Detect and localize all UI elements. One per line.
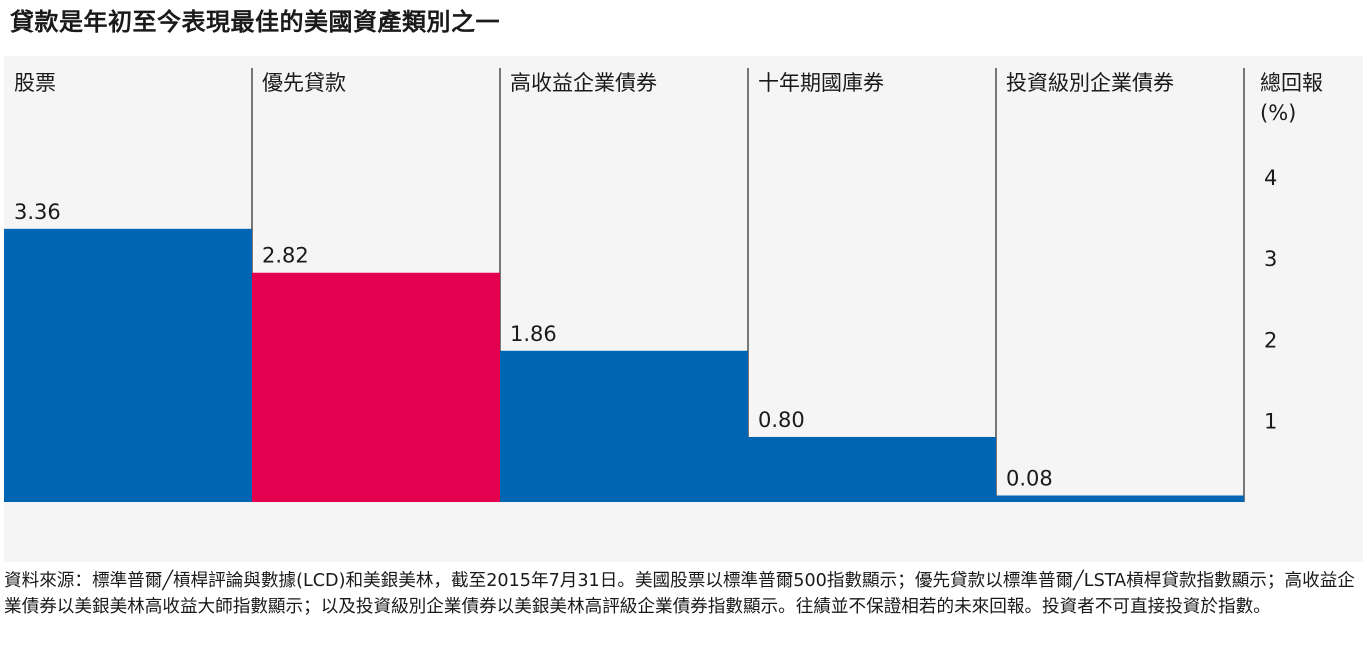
category-label: 高收益企業債券 bbox=[510, 71, 657, 95]
value-label: 2.82 bbox=[262, 244, 309, 268]
category-label: 投資級別企業債券 bbox=[1006, 71, 1174, 95]
category-label: 優先貸款 bbox=[262, 71, 346, 95]
y-tick-label: 2 bbox=[1264, 328, 1277, 352]
bar-4 bbox=[748, 436, 996, 502]
bar-3 bbox=[500, 350, 748, 502]
y-axis-title: (%) bbox=[1260, 101, 1296, 125]
y-axis-title: 總回報 bbox=[1260, 71, 1323, 95]
bar-1 bbox=[4, 228, 252, 502]
value-label: 1.86 bbox=[510, 322, 557, 346]
value-label: 0.08 bbox=[1006, 466, 1053, 490]
bar-2 bbox=[252, 272, 500, 502]
chart-panel: 股票 3.36 優先貸款 2.82 高收益企業債券 1.86 十年期國庫券 0.80 投資級別企… bbox=[4, 56, 1363, 562]
y-tick-label: 1 bbox=[1264, 410, 1277, 434]
category-label: 十年期國庫券 bbox=[758, 71, 884, 95]
source-footnote: 資料來源：標準普爾╱槓桿評論與數據(LCD)和美銀美林，截至2015年7月31日… bbox=[4, 571, 1355, 617]
value-label: 3.36 bbox=[14, 200, 61, 224]
y-tick-label: 3 bbox=[1264, 247, 1277, 271]
value-label: 0.80 bbox=[758, 408, 805, 432]
bar-chart: 股票 3.36 優先貸款 2.82 高收益企業債券 1.86 十年期國庫券 0.80 投資級別企… bbox=[4, 68, 1323, 502]
category-label: 股票 bbox=[14, 71, 56, 95]
y-tick-label: 4 bbox=[1264, 166, 1277, 190]
bar-5 bbox=[996, 495, 1244, 502]
chart-title: 貸款是年初至今表現最佳的美國資產類別之一 bbox=[10, 8, 500, 36]
